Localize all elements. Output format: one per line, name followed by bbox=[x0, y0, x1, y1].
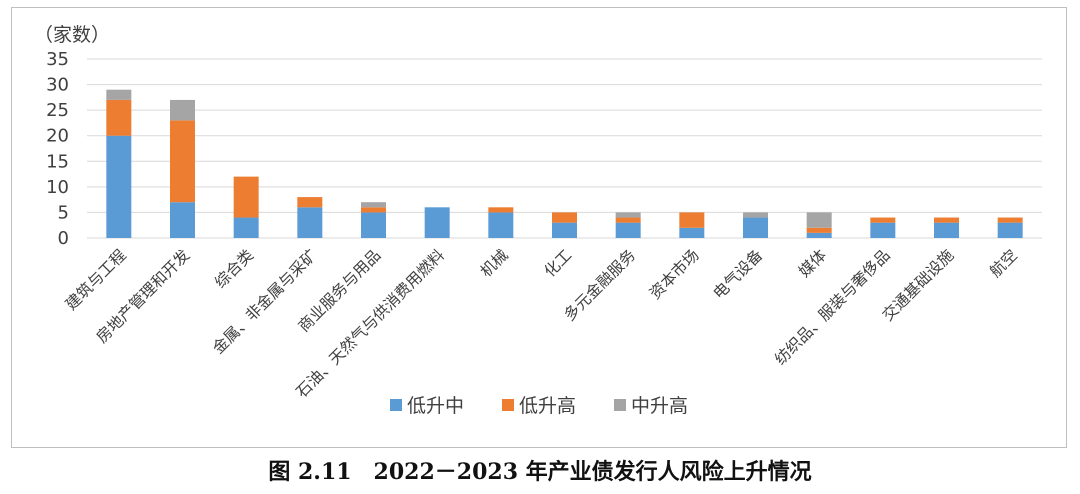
x-category-label: 纺织品、服装与奢侈品 bbox=[771, 246, 893, 368]
bar-segment bbox=[361, 207, 386, 213]
bar-segment bbox=[934, 222, 959, 238]
bar-segment bbox=[106, 99, 132, 136]
bar-segment bbox=[679, 227, 705, 238]
bar-segment bbox=[361, 202, 386, 208]
figure-caption: 图 2.11 2022－2023 年产业债发行人风险上升情况 bbox=[268, 459, 812, 485]
legend-label: 低升中 bbox=[407, 395, 464, 417]
x-category-label: 资本市场 bbox=[646, 246, 703, 303]
y-tick-label: 5 bbox=[58, 202, 69, 223]
x-category-label: 综合类 bbox=[211, 246, 257, 292]
bar-segment bbox=[170, 99, 195, 121]
y-tick-label: 10 bbox=[46, 177, 69, 198]
chart-frame: 0 5 10 15 20 25 30 35 建筑与工程 房地产管理和开发 综合类 金属、非金属与采矿… bbox=[11, 7, 1067, 448]
bar-segment bbox=[870, 222, 896, 238]
x-category-label: 金属、非金属与采矿 bbox=[209, 246, 320, 357]
bar-segment bbox=[615, 222, 641, 238]
bar-segment bbox=[297, 207, 323, 238]
bar-segment bbox=[552, 222, 577, 238]
legend-swatch bbox=[502, 399, 514, 411]
y-tick-label: 15 bbox=[46, 151, 69, 172]
y-tick-label: 25 bbox=[46, 100, 69, 121]
bar-segment bbox=[488, 212, 514, 238]
y-axis-unit-label: （家数） bbox=[34, 24, 110, 46]
x-category-label: 化工 bbox=[541, 246, 576, 281]
bar-segment bbox=[743, 212, 768, 218]
bar-segment bbox=[679, 212, 705, 228]
bar-segment bbox=[934, 217, 959, 223]
bar-segment bbox=[870, 217, 896, 223]
bar-segment bbox=[806, 232, 832, 238]
bar-layer bbox=[106, 89, 1023, 238]
x-category-label: 机械 bbox=[477, 246, 512, 281]
bar-segment bbox=[806, 227, 832, 233]
bar-segment bbox=[233, 176, 259, 218]
bar-segment bbox=[233, 217, 259, 238]
bar-segment bbox=[743, 217, 768, 238]
y-tick-label: 30 bbox=[46, 75, 69, 96]
bar-segment bbox=[615, 217, 641, 223]
x-category-label: 电气设备 bbox=[710, 246, 767, 303]
bar-segment bbox=[488, 207, 514, 213]
legend: 低升中 低升高 中升高 bbox=[390, 395, 688, 417]
legend-swatch bbox=[390, 399, 402, 411]
bar-segment bbox=[997, 217, 1023, 223]
x-category-label: 航空 bbox=[986, 246, 1021, 281]
bar-segment bbox=[615, 212, 641, 218]
bar-segment bbox=[997, 222, 1023, 238]
bar-segment bbox=[170, 202, 195, 238]
grid-layer bbox=[87, 58, 1042, 239]
y-tick-label: 35 bbox=[46, 49, 69, 70]
bar-segment bbox=[106, 89, 132, 100]
y-tick-label: 20 bbox=[46, 126, 69, 147]
legend-label: 低升高 bbox=[519, 395, 576, 417]
bar-segment bbox=[297, 197, 323, 208]
x-category-label: 媒体 bbox=[795, 246, 830, 281]
bar-segment bbox=[806, 212, 832, 228]
bar-segment bbox=[552, 212, 577, 223]
bar-segment bbox=[361, 212, 386, 238]
bar-segment bbox=[170, 120, 195, 203]
legend-swatch bbox=[614, 399, 626, 411]
y-tick-label: 0 bbox=[58, 228, 69, 249]
x-category-label: 建筑与工程 bbox=[62, 246, 130, 314]
y-axis-ticks: 0 5 10 15 20 25 30 35 bbox=[46, 49, 69, 249]
bar-segment bbox=[424, 207, 450, 238]
legend-label: 中升高 bbox=[631, 395, 688, 417]
bar-segment bbox=[106, 135, 132, 238]
